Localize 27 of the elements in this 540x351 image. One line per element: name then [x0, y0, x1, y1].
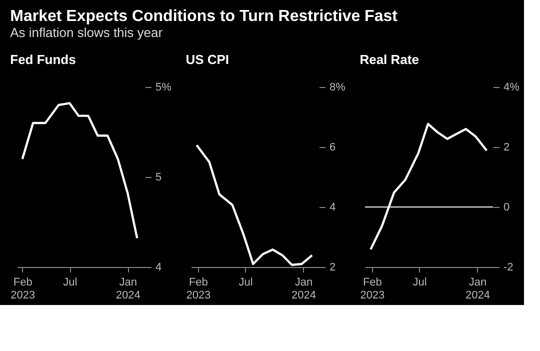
chart-title: Fed Funds [10, 52, 76, 67]
x-tick-label: Feb 2023 [10, 276, 36, 302]
y-tick-label: 2 [504, 142, 510, 154]
chart-title: US CPI [186, 52, 230, 67]
y-tick-label: 6 [330, 142, 336, 154]
y-tick-label: 5% [156, 82, 172, 94]
y-tick-label: 4 [330, 202, 336, 214]
y-tick-label: 4% [504, 82, 520, 94]
y-tick-label: 5 [156, 172, 162, 184]
chart-title: Real Rate [360, 52, 419, 67]
line-series [196, 144, 314, 266]
x-tick-label: Feb 2023 [186, 276, 211, 302]
x-tick-label: Jan 2024 [116, 276, 140, 302]
y-tick-label: 0 [504, 202, 510, 214]
x-tick-label: Feb 2023 [360, 276, 385, 302]
text: As inflation slows this year [10, 25, 164, 40]
x-tick-label: Jan 2024 [465, 276, 490, 302]
y-tick-label: 4 [156, 262, 162, 274]
y-tick-label: 8% [330, 82, 346, 94]
x-tick-label: Jul [238, 276, 253, 288]
y-tick-label: 2 [330, 262, 336, 274]
y-tick-label: -2 [504, 262, 514, 274]
text: Market Expects Conditions to Turn Restrictive Fast [10, 8, 398, 25]
x-tick-label: Jul [63, 276, 78, 288]
line-series [21, 102, 138, 240]
x-tick-label: Jul [412, 276, 427, 288]
x-tick-label: Jan 2024 [291, 276, 316, 302]
